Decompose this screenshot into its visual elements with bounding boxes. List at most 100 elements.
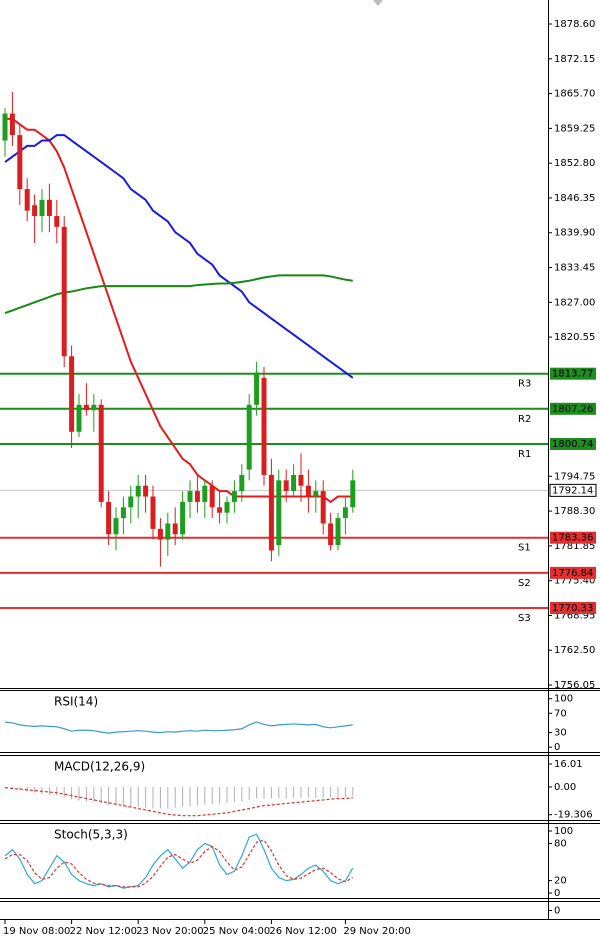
level-value: 1770.33: [552, 603, 593, 614]
y-tick-label: 1846.35: [554, 193, 595, 204]
candle-body: [24, 189, 30, 211]
y-tick-label: -19.306: [554, 810, 593, 821]
candle-body: [128, 496, 134, 508]
candle-body: [231, 491, 237, 502]
candle-body: [83, 404, 89, 411]
y-tick-label: 100: [554, 826, 573, 837]
candle-body: [54, 216, 60, 227]
candle-body: [39, 199, 45, 217]
candle-body: [239, 474, 245, 492]
level-name: R3: [518, 379, 531, 390]
y-tick-label: 30: [554, 728, 567, 739]
candle-body: [224, 501, 230, 513]
y-tick-label: 1872.15: [554, 54, 595, 65]
y-tick-label: 0: [554, 888, 560, 899]
y-tick-label: 16.01: [554, 759, 583, 770]
level-box: [550, 367, 596, 380]
candle-body: [254, 372, 260, 405]
level-box: [550, 602, 596, 615]
candle-body: [342, 507, 348, 519]
y-tick-label: 1781.85: [554, 541, 595, 552]
candle-body: [46, 199, 52, 217]
candle-body: [61, 226, 67, 357]
indicator-line: [4, 134, 354, 379]
y-tick-label: 1756.05: [554, 680, 595, 691]
y-tick-label: 1794.75: [554, 471, 595, 482]
level-name: S1: [518, 543, 531, 554]
panel-title: Stoch(5,3,3): [54, 828, 128, 842]
y-tick-label: 1762.50: [554, 645, 595, 656]
candle-body: [17, 135, 23, 190]
candle-body: [217, 507, 223, 513]
y-tick-label: 1775.40: [554, 576, 595, 587]
level-box: [550, 566, 596, 579]
y-tick-label: 1833.45: [554, 263, 595, 274]
y-tick-label: 1865.70: [554, 89, 595, 100]
candle-body: [9, 113, 15, 136]
level-box: [550, 531, 596, 544]
indicator-line: [4, 787, 353, 817]
candle-body: [150, 496, 156, 529]
y-tick-label: 0: [554, 906, 560, 917]
panel-title: MACD(12,26,9): [54, 760, 145, 774]
y-tick-label: 80: [554, 838, 567, 849]
candle-body: [298, 474, 304, 486]
candle-body: [328, 523, 334, 546]
candle-body: [180, 501, 186, 535]
candle-body: [32, 205, 38, 217]
candle-body: [143, 485, 149, 497]
candle-body: [313, 491, 319, 497]
candle-body: [202, 485, 208, 502]
y-tick-label: 70: [554, 708, 567, 719]
y-tick-label: 100: [554, 694, 573, 705]
x-tick-label: 22 Nov 12:00: [70, 926, 137, 937]
x-tick-label: 26 Nov 12:00: [269, 926, 336, 937]
level-name: S2: [518, 578, 531, 589]
candle-body: [69, 356, 75, 432]
last-price: 1792.14: [552, 485, 593, 496]
candle-body: [209, 485, 215, 508]
level-name: R2: [518, 414, 531, 425]
level-value: 1776.84: [552, 568, 593, 579]
candle-body: [120, 507, 126, 519]
candle-body: [187, 491, 193, 502]
candle-body: [268, 474, 274, 551]
indicator-line: [4, 721, 353, 734]
x-tick-label: 23 Nov 20:00: [136, 926, 203, 937]
y-tick-label: 1839.90: [554, 228, 595, 239]
candle-body: [194, 491, 200, 502]
candle-body: [2, 113, 8, 141]
candle-body: [91, 404, 97, 411]
candle-body: [135, 485, 141, 497]
level-box: [550, 402, 596, 415]
candle-body: [113, 518, 119, 535]
y-tick-label: 1827.00: [554, 297, 595, 308]
candle-body: [283, 480, 289, 492]
candle-body: [157, 528, 163, 540]
y-tick-label: 20: [554, 876, 567, 887]
level-value: 1783.36: [552, 533, 593, 544]
level-box: [550, 437, 596, 450]
candle-body: [246, 404, 252, 470]
candle-body: [106, 501, 112, 535]
candle-body: [335, 518, 341, 546]
x-tick-label: 29 Nov 20:00: [343, 926, 410, 937]
candle-body: [172, 523, 178, 535]
level-name: R1: [518, 449, 531, 460]
indicator-line: [5, 117, 353, 504]
scroll-arrow: [373, 0, 383, 6]
candle-body: [320, 491, 326, 524]
candle-body: [76, 404, 82, 432]
y-tick-label: 1768.95: [554, 610, 595, 621]
candle-body: [291, 474, 297, 492]
candle-body: [350, 480, 356, 508]
last-price-box: [549, 483, 597, 497]
level-value: 1807.26: [552, 404, 593, 415]
level-name: S3: [518, 613, 531, 624]
level-value: 1813.77: [552, 369, 593, 380]
y-tick-label: 1852.80: [554, 158, 595, 169]
x-tick-label: 25 Nov 04:00: [203, 926, 270, 937]
candle-body: [305, 485, 311, 497]
